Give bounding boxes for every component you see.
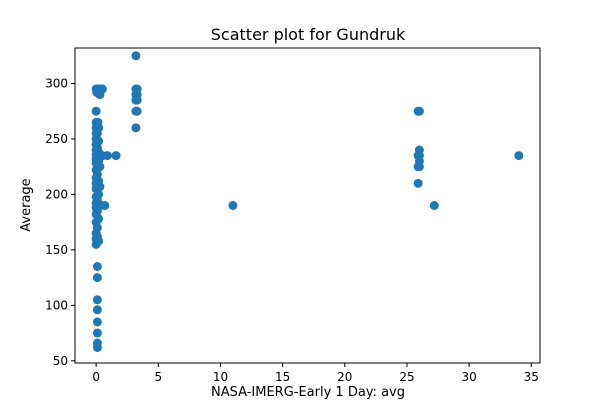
data-point — [414, 106, 424, 116]
x-tick-label: 0 — [92, 370, 100, 384]
y-axis-label: Average — [19, 178, 34, 231]
data-point — [102, 151, 112, 161]
y-tick-label: 300 — [45, 76, 68, 90]
y-tick-label: 200 — [45, 187, 68, 201]
y-tick-label: 150 — [45, 243, 68, 257]
data-point — [132, 95, 142, 105]
x-tick-label: 25 — [399, 370, 414, 384]
data-points — [91, 51, 524, 352]
x-axis-label: NASA-IMERG-Early 1 Day: avg — [211, 385, 405, 400]
x-tick-label: 5 — [154, 370, 162, 384]
data-point — [92, 317, 102, 327]
x-axis-ticks: 0 5 10 15 20 25 30 35 — [92, 363, 539, 384]
data-point — [111, 151, 121, 161]
data-point — [132, 106, 142, 116]
data-point — [413, 178, 423, 188]
data-point — [92, 342, 102, 352]
data-point — [92, 328, 102, 338]
data-point — [414, 162, 424, 172]
y-tick-label: 250 — [45, 132, 68, 146]
y-tick-label: 50 — [53, 354, 68, 368]
data-point — [92, 305, 102, 315]
y-tick-label: 100 — [45, 298, 68, 312]
data-point — [228, 201, 238, 210]
data-point — [429, 201, 439, 210]
data-point — [92, 87, 102, 97]
x-tick-label: 35 — [524, 370, 539, 384]
data-point — [91, 106, 101, 116]
x-tick-label: 20 — [337, 370, 352, 384]
data-point — [91, 239, 101, 249]
x-tick-label: 30 — [461, 370, 476, 384]
plot-frame — [74, 47, 541, 364]
y-axis-ticks: 50 100 150 200 250 300 — [45, 76, 75, 368]
data-point — [92, 273, 102, 283]
data-point — [100, 201, 110, 210]
data-point — [92, 295, 102, 305]
x-tick-label: 15 — [275, 370, 290, 384]
chart-title: Scatter plot for Gundruk — [211, 25, 406, 44]
data-point — [92, 262, 102, 272]
data-point — [131, 123, 141, 133]
data-point — [131, 51, 141, 61]
data-point — [514, 151, 524, 161]
x-tick-label: 10 — [213, 370, 228, 384]
